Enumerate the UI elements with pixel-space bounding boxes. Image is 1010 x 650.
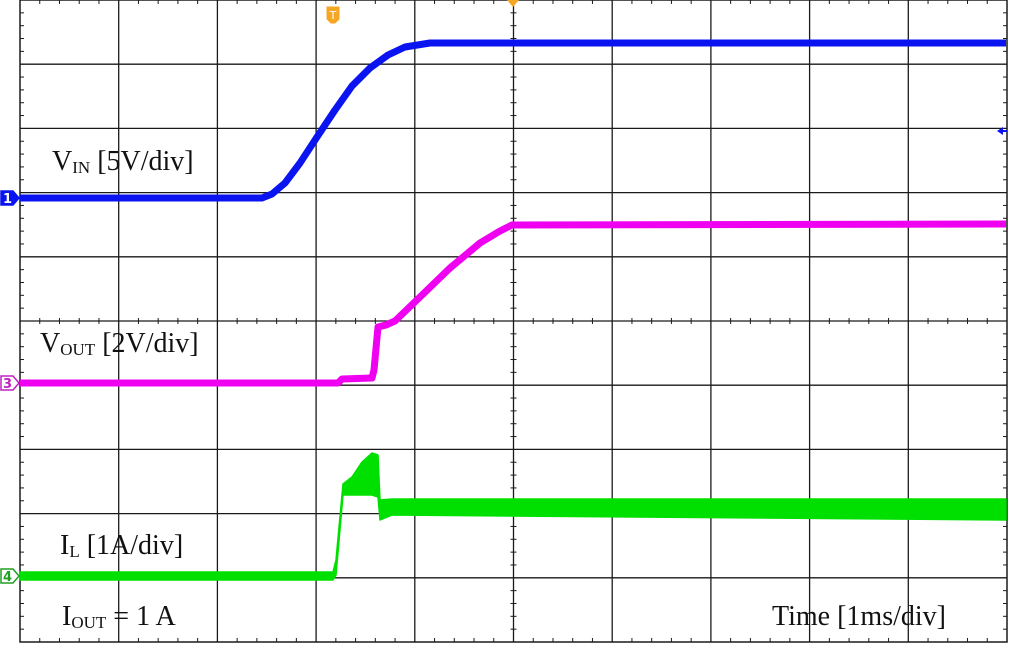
- trigger-marker-icon: [326, 6, 340, 24]
- trigger-marker-label: T: [329, 9, 337, 22]
- channel-4-marker[interactable]: 4: [0, 568, 20, 585]
- iout-label: IOUT = 1 A: [62, 601, 176, 632]
- time-reference-icon: [507, 0, 519, 7]
- svg-text:1: 1: [3, 192, 12, 207]
- il-label: IL [1A/div]: [60, 530, 184, 561]
- il-trace: [19, 452, 1007, 581]
- channel-1-marker[interactable]: 1: [0, 190, 20, 207]
- vout-label: VOUT [2V/div]: [40, 328, 199, 359]
- vout-trace: [20, 220, 1007, 387]
- channel-3-marker[interactable]: 3: [0, 375, 20, 392]
- svg-text:3: 3: [3, 377, 12, 392]
- trigger-level-arrow-icon: [997, 127, 1003, 135]
- vin-label: VIN [5V/div]: [52, 146, 194, 177]
- time-axis-label: Time [1ms/div]: [772, 601, 946, 632]
- vin-trace: [20, 39, 1006, 202]
- svg-text:4: 4: [3, 570, 12, 585]
